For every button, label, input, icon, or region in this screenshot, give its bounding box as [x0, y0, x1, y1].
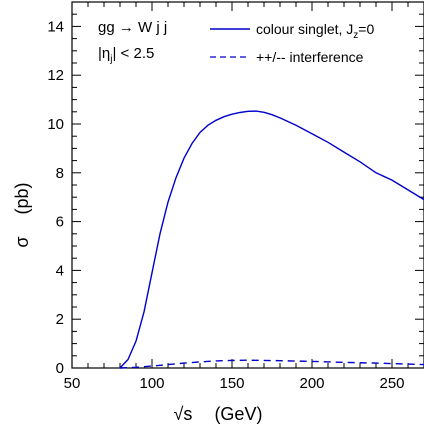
x-tick-label: 200	[299, 375, 324, 392]
axis-ticks	[71, 1, 424, 369]
x-tick-label: 100	[139, 375, 164, 392]
process-label: gg → W j j	[98, 19, 167, 36]
y-tick-label: 14	[47, 18, 64, 35]
legend-entry-dashed: ++/-- interference	[256, 49, 364, 65]
x-tick-label: 50	[64, 375, 81, 392]
y-tick-label: 10	[47, 116, 64, 133]
y-tick-label: 2	[56, 311, 64, 328]
legend-entry-solid: colour singlet, Jz=0	[256, 21, 374, 41]
y-tick-label: 6	[56, 214, 64, 231]
y-tick-label: 12	[47, 67, 64, 84]
y-tick-label: 0	[56, 360, 64, 377]
y-tick-label: 8	[56, 165, 64, 182]
interference-series-line	[119, 359, 424, 369]
colour-singlet-series-line	[119, 110, 424, 369]
y-tick-label: 4	[56, 262, 64, 279]
legend: colour singlet, Jz=0 ++/-- interference	[210, 21, 374, 65]
tick-labels: 50 100 150 200 250 0 2 4 6 8 10 12 14	[47, 18, 404, 392]
eta-cut-label: |ηj| < 2.5	[98, 45, 154, 65]
x-tick-label: 250	[379, 375, 404, 392]
series-layer	[119, 110, 424, 369]
x-tick-label: 150	[219, 375, 244, 392]
y-axis-label: σ(pb)	[12, 182, 32, 247]
x-axis-label: √s (GeV)	[174, 404, 263, 424]
